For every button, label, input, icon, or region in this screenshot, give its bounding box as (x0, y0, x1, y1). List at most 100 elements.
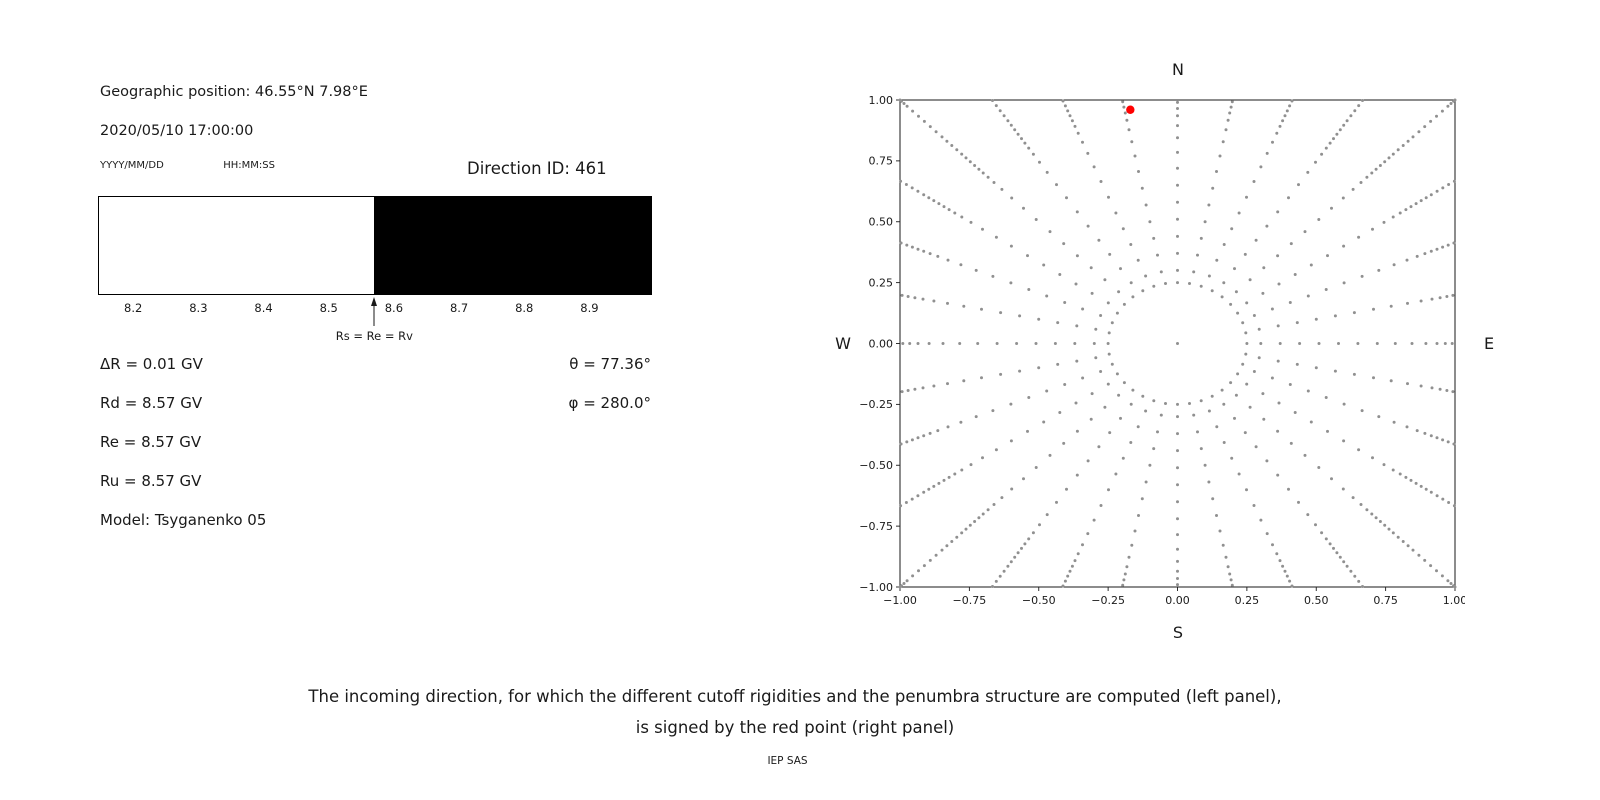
direction-dot (1073, 342, 1077, 345)
direction-dot (910, 438, 914, 442)
direction-dot (977, 167, 981, 171)
penumbra-bar-chart (98, 196, 652, 295)
direction-dot (1411, 135, 1415, 139)
direction-dot (1303, 230, 1307, 234)
direction-dot (1176, 402, 1179, 406)
direction-dot (1447, 501, 1451, 504)
direction-dot (1406, 382, 1409, 386)
direction-dot (1287, 487, 1290, 491)
compass-west-label: W (835, 334, 851, 353)
direction-dot (1176, 217, 1179, 221)
direction-dot (1037, 366, 1041, 370)
direction-dot (936, 254, 940, 258)
direction-dot (1309, 420, 1313, 424)
direction-dot (1293, 273, 1297, 276)
direction-dot (986, 175, 990, 179)
direction-dot (1176, 268, 1179, 272)
direction-dot (1298, 342, 1302, 345)
rs-equality-label: Rs = Re = Rv (335, 329, 413, 343)
direction-dot (1320, 152, 1324, 156)
direction-dot (1140, 186, 1144, 190)
direction-dot (1335, 551, 1339, 555)
direction-dot (1392, 263, 1396, 267)
direction-dot (1002, 114, 1006, 118)
direction-dot (1129, 441, 1133, 444)
direction-dot (1042, 420, 1046, 424)
direction-dot (1244, 352, 1248, 356)
direction-dot (1289, 242, 1293, 246)
direction-dot (959, 420, 963, 424)
direction-dot (1261, 392, 1265, 396)
direction-dot (962, 304, 966, 308)
direction-dot (1243, 431, 1247, 435)
direction-dot (1252, 180, 1256, 183)
direction-dot (1176, 415, 1179, 419)
direction-dot (991, 99, 994, 102)
direction-dot (1230, 456, 1234, 460)
direction-dot (1332, 137, 1335, 141)
penumbra-x-axis: 8.2 8.3 8.4 8.5 8.6 8.7 8.8 8.9 (98, 301, 652, 315)
direction-dot (1090, 291, 1094, 295)
direction-dot (1383, 160, 1387, 164)
direction-dot (1435, 114, 1438, 118)
direction-dot (928, 431, 932, 435)
direction-dot (1435, 342, 1439, 345)
direction-dot (1389, 379, 1393, 383)
direction-dot (1353, 574, 1357, 578)
direction-dot (1452, 241, 1456, 245)
direction-dot (1429, 490, 1433, 494)
direction-dot (946, 425, 950, 429)
direction-dot (1443, 342, 1447, 345)
direction-dot (1276, 473, 1280, 477)
direction-dot (928, 558, 932, 562)
credit-label: IEP SAS (767, 755, 808, 767)
direction-dot (1383, 523, 1387, 527)
direction-dot (1070, 119, 1074, 123)
direction-dot (927, 342, 931, 345)
direction-dot (1424, 196, 1428, 200)
direction-dot (1377, 415, 1381, 419)
direction-dot (1351, 496, 1355, 500)
direction-dot (1290, 584, 1294, 588)
direction-dot (1115, 372, 1119, 376)
direction-dot (1387, 156, 1391, 160)
direction-dot (1288, 383, 1292, 386)
direction-dot (1022, 477, 1025, 481)
direction-dot (1075, 429, 1079, 433)
direction-dot (1075, 210, 1079, 214)
direction-dot (1199, 284, 1203, 288)
direction-dot (1342, 439, 1346, 443)
compass-east-label: E (1483, 334, 1495, 353)
direction-dot (998, 574, 1002, 578)
direction-dot (1241, 362, 1245, 366)
direction-dot (946, 301, 949, 305)
direction-dot (1196, 253, 1199, 257)
direction-dot (1176, 281, 1179, 285)
direction-dot (1342, 560, 1346, 564)
direction-dot (1393, 342, 1397, 345)
direction-dot (1328, 141, 1332, 145)
direction-dot (1207, 480, 1211, 484)
direction-dot (945, 139, 949, 143)
direction-dot (1188, 402, 1191, 405)
direction-dot (1259, 518, 1263, 522)
direction-dot (1058, 273, 1062, 276)
direction-dot (1289, 441, 1293, 445)
direction-dot (905, 440, 909, 444)
direction-dot (1131, 295, 1135, 299)
direction-dot (916, 189, 920, 193)
direction-dot (927, 487, 931, 491)
direction-dot (1055, 500, 1058, 504)
direction-dot (999, 311, 1003, 315)
direction-dot (937, 481, 941, 485)
direction-dot (1176, 114, 1179, 118)
direction-dot (1372, 376, 1375, 380)
direction-dot (1192, 270, 1196, 274)
direction-dot (936, 429, 940, 433)
direction-dot (1429, 249, 1433, 253)
direction-dot (974, 415, 978, 419)
direction-dot (1370, 171, 1374, 175)
direction-dot (1176, 577, 1179, 580)
direction-dot (1136, 425, 1140, 429)
direction-dot (1015, 342, 1019, 345)
